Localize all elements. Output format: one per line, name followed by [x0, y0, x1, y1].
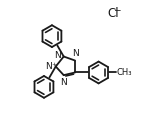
Text: N: N — [72, 49, 78, 58]
Text: −: − — [113, 5, 121, 14]
Text: N: N — [46, 62, 52, 71]
Text: Cl: Cl — [108, 7, 119, 20]
Text: N: N — [60, 78, 67, 87]
Text: +: + — [51, 62, 57, 67]
Text: N: N — [54, 51, 61, 60]
Text: CH₃: CH₃ — [116, 68, 132, 77]
